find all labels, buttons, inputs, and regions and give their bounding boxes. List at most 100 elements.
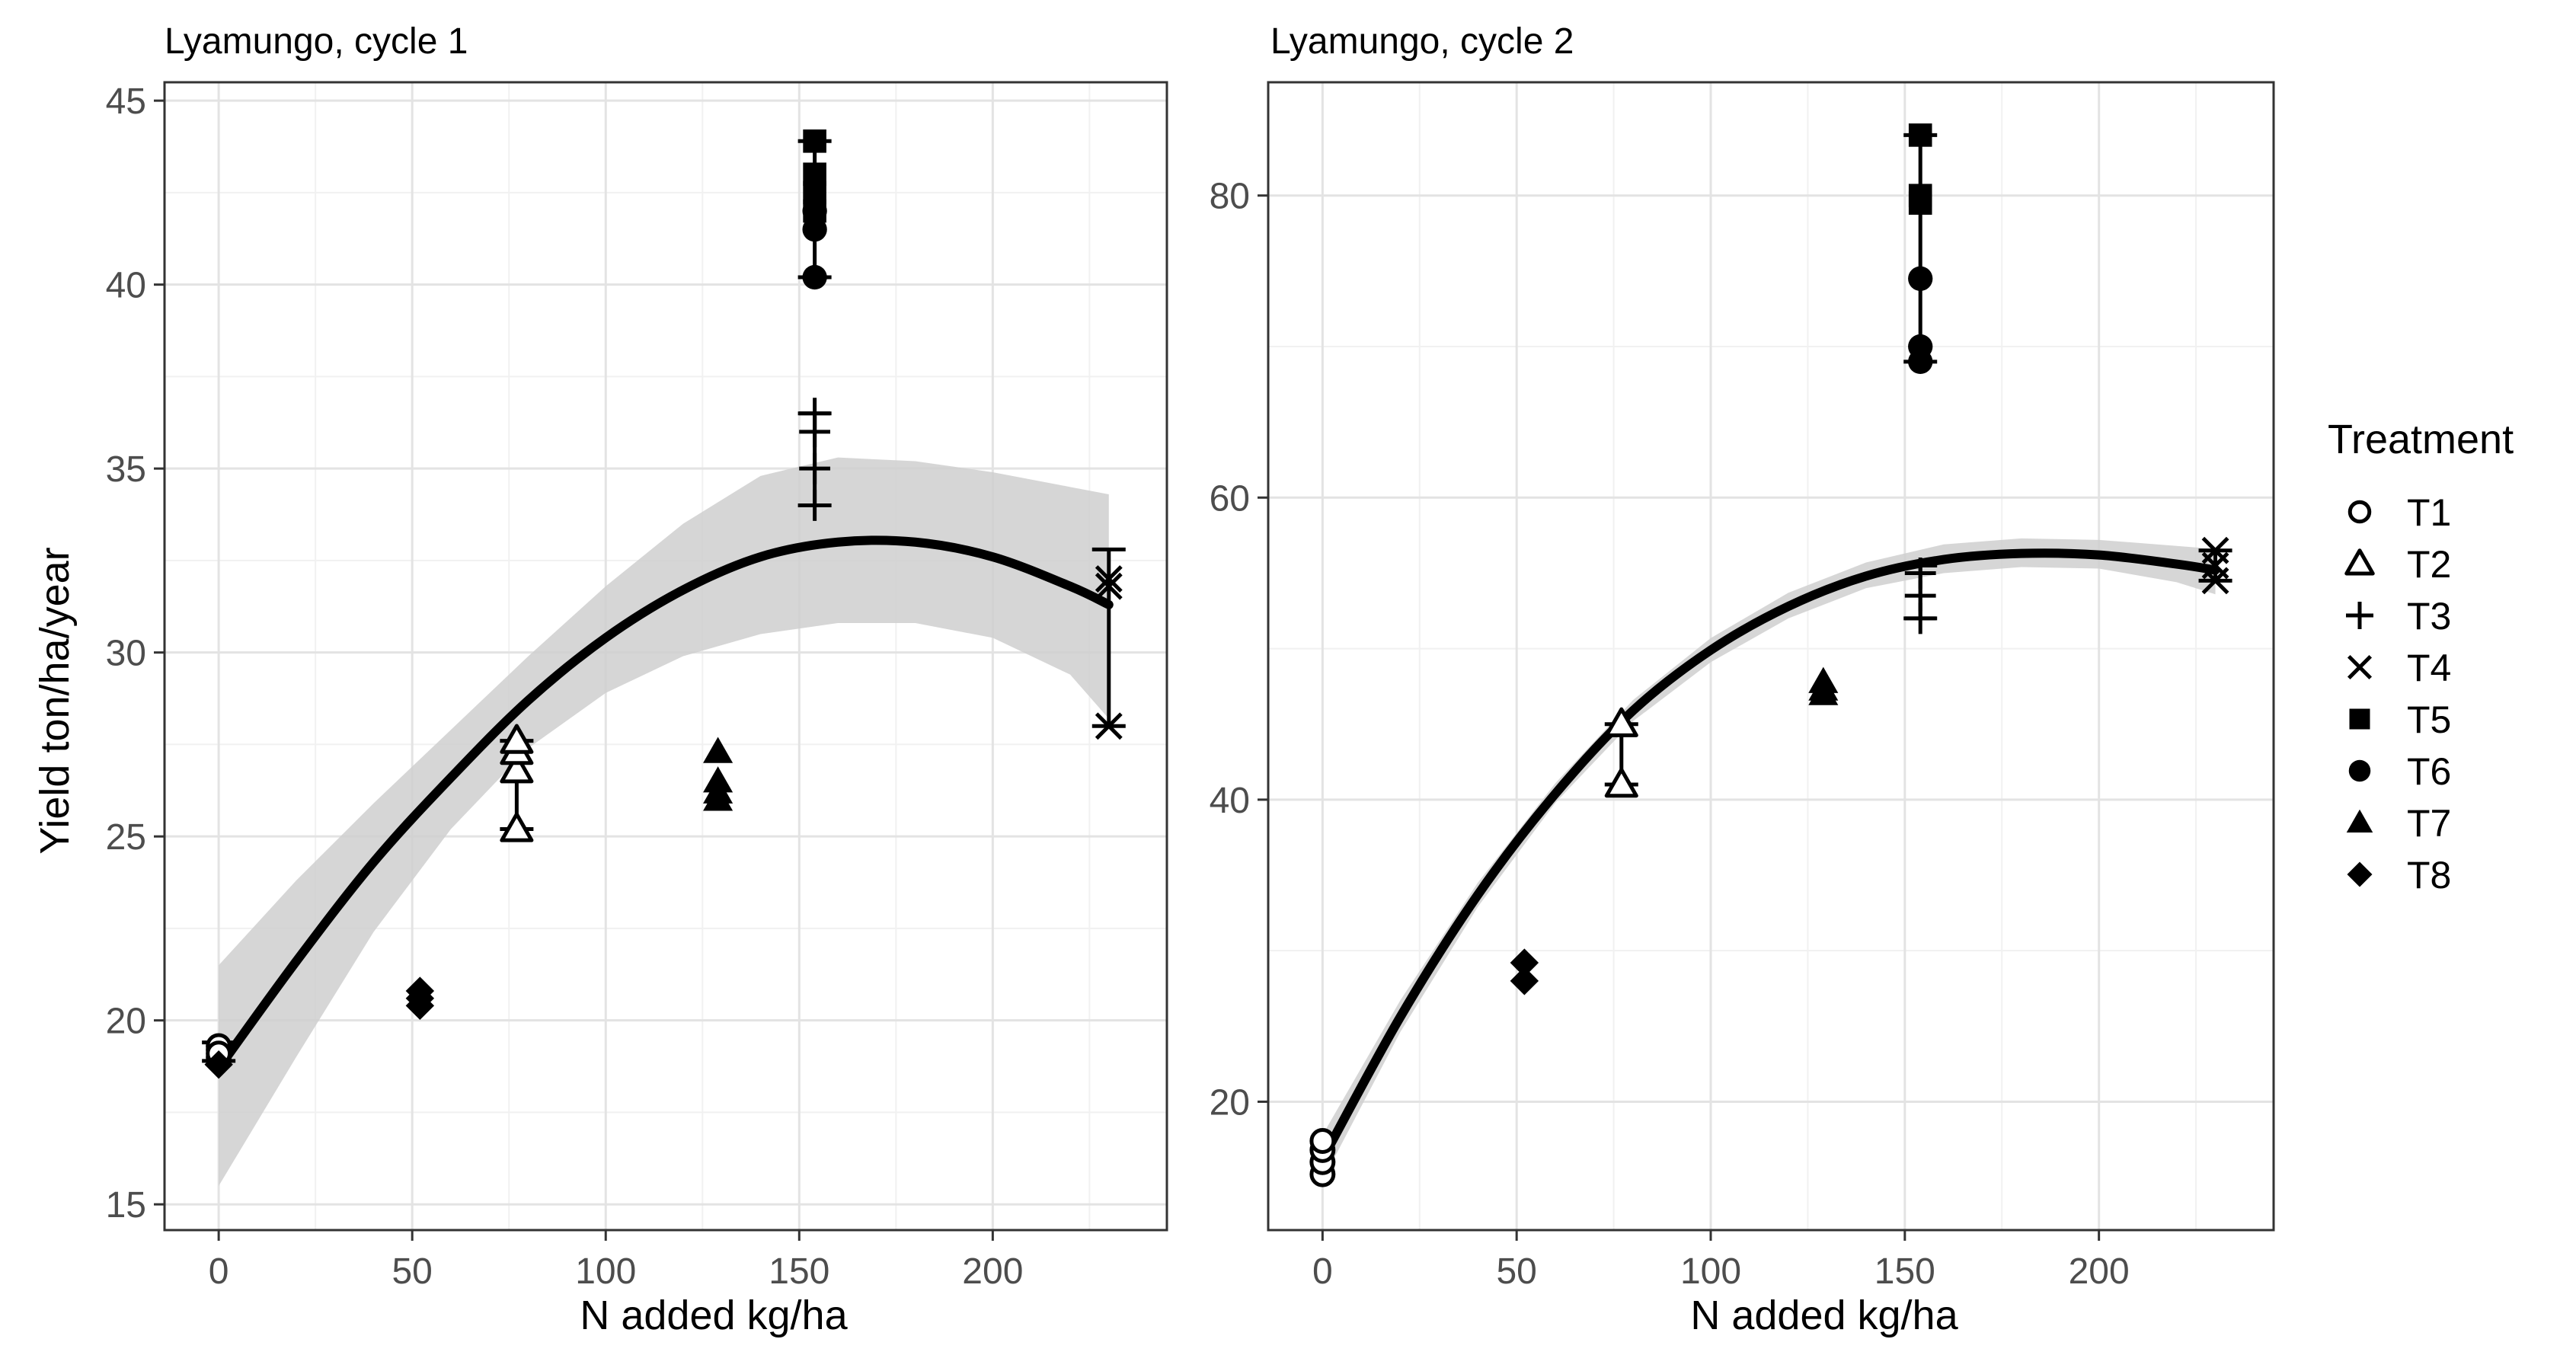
points-cycle-2: [1309, 123, 2229, 1187]
series-t8: [204, 976, 435, 1079]
x-axis-label-cycle-1: N added kg/ha: [580, 1293, 848, 1338]
data-point-t6: [802, 264, 827, 290]
series-t8: [1510, 948, 1539, 995]
data-point-t3: [799, 490, 831, 521]
x-tick-label: 50: [1496, 1251, 1536, 1292]
legend-item-t6: T6: [2348, 750, 2451, 793]
plot-frame-cycle-1: [163, 81, 1168, 1232]
x-tick-label: 0: [1312, 1251, 1333, 1292]
y-axis-label-cycle-1: Yield ton/ha/year: [32, 547, 78, 854]
data-point-t4: [2201, 536, 2229, 564]
data-point-t4: [1095, 712, 1123, 740]
legend-key-t8: [2347, 861, 2373, 887]
legend-key-t3: [2346, 602, 2373, 629]
series-t6: [1908, 266, 1933, 374]
legend-item-t8: T8: [2347, 854, 2451, 896]
x-tick-label: 150: [1874, 1251, 1935, 1292]
axis-ticks-cycle-1: 0 50 100 150 200 15 20 25 30 35 40 45: [106, 81, 1024, 1292]
panel-cycle-1: Lyamungo, cycle 1 0 50 100 150 200 15 20 25 30 35…: [32, 21, 1168, 1338]
legend-item-t1: T1: [2347, 491, 2451, 534]
axis-ticks-cycle-2: 0 50 100 150 200 20 40 60 80: [1210, 177, 2130, 1292]
series-t3: [799, 398, 831, 521]
y-tick-label: 35: [106, 449, 146, 490]
y-tick-label: 20: [1210, 1082, 1250, 1123]
quadratic-fit-line: [214, 535, 1114, 1073]
legend-key-t1: [2347, 500, 2372, 524]
plot-frame-cycle-2: [1267, 81, 2275, 1232]
legend: Treatment T1 T2 T3 T4 T5 T6 T7 T8: [2328, 417, 2514, 896]
x-tick-label: 100: [1680, 1251, 1741, 1292]
y-tick-label: 40: [1210, 781, 1250, 821]
legend-item-t3: T3: [2346, 595, 2451, 638]
data-point-t8: [1510, 967, 1539, 995]
legend-key-t6: [2348, 759, 2371, 782]
x-axis-label-cycle-2: N added kg/ha: [1690, 1293, 1958, 1338]
data-point-t2: [500, 724, 534, 754]
error-bar: [1903, 133, 1938, 364]
x-tick-label: 50: [392, 1251, 432, 1292]
data-point-t5: [803, 162, 826, 187]
legend-item-t4: T4: [2347, 647, 2451, 689]
confidence-ribbon-cycle-1: [219, 457, 1109, 1187]
quadratic-fit-line: [1318, 548, 2220, 1164]
y-tick-label: 15: [106, 1185, 146, 1226]
legend-label: T8: [2407, 854, 2451, 896]
data-point-t3: [1904, 580, 1936, 612]
data-point-t7: [1808, 666, 1839, 693]
series-t7: [1808, 666, 1839, 705]
legend-label: T6: [2407, 750, 2451, 793]
legend-label: T7: [2407, 802, 2451, 845]
legend-item-t7: T7: [2346, 802, 2451, 845]
data-point-t2: [1604, 707, 1638, 737]
series-t6: [802, 198, 827, 290]
data-point-t7: [703, 737, 733, 763]
y-tick-label: 40: [106, 266, 146, 306]
y-tick-label: 80: [1210, 177, 1250, 217]
confidence-band: [1322, 538, 2216, 1181]
data-point-t3: [799, 452, 831, 484]
series-t2: [1604, 707, 1638, 798]
series-t4: [2201, 536, 2229, 595]
legend-item-t5: T5: [2349, 698, 2451, 741]
legend-label: T2: [2407, 543, 2451, 586]
x-tick-label: 0: [209, 1251, 229, 1292]
data-point-t4: [1095, 572, 1123, 600]
series-t2: [500, 724, 534, 842]
x-tick-label: 100: [575, 1251, 636, 1292]
legend-label: T3: [2407, 595, 2451, 638]
legend-key-t4: [2347, 654, 2373, 680]
series-t4: [1095, 565, 1123, 740]
x-tick-label: 150: [769, 1251, 829, 1292]
y-tick-label: 20: [106, 1002, 146, 1042]
legend-label: T1: [2407, 491, 2451, 534]
series-t1: [1309, 1128, 1336, 1187]
y-tick-label: 45: [106, 81, 146, 122]
x-tick-label: 200: [2069, 1251, 2130, 1292]
data-point-t7: [703, 766, 733, 793]
legend-key-t7: [2346, 809, 2373, 833]
data-point-t5: [1908, 123, 1932, 147]
panel-title-cycle-2: Lyamungo, cycle 2: [1270, 21, 1574, 62]
data-point-t6: [1908, 266, 1933, 291]
data-point-t6: [1908, 334, 1933, 360]
data-point-t8: [204, 1050, 233, 1079]
panel-cycle-2: Lyamungo, cycle 2 0 50 100 150 200 20 40 60 80 N…: [1210, 21, 2275, 1338]
panel-title-cycle-1: Lyamungo, cycle 1: [165, 21, 468, 62]
grid-cycle-2: [1268, 82, 2274, 1230]
confidence-ribbon-cycle-2: [1322, 538, 2216, 1181]
x-tick-label: 200: [962, 1251, 1023, 1292]
y-tick-label: 25: [106, 817, 146, 858]
legend-items: T1 T2 T3 T4 T5 T6 T7 T8: [2344, 491, 2451, 896]
points-cycle-1: [204, 129, 1123, 1079]
y-tick-label: 60: [1210, 478, 1250, 519]
confidence-band: [219, 457, 1109, 1187]
fit-curve-cycle-2: [1318, 548, 2220, 1164]
data-point-t1: [1309, 1128, 1336, 1154]
fit-curve-cycle-1: [214, 535, 1114, 1073]
legend-item-t2: T2: [2344, 543, 2451, 586]
legend-label: T4: [2407, 647, 2451, 689]
data-point-t5: [1908, 184, 1932, 208]
legend-label: T5: [2407, 698, 2451, 741]
data-point-t8: [1510, 948, 1539, 977]
data-point-t4: [1095, 565, 1123, 593]
